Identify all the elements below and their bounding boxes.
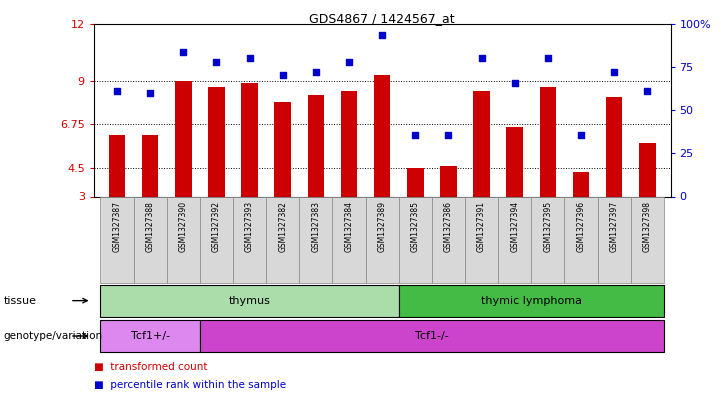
Text: thymic lymphoma: thymic lymphoma: [481, 296, 582, 306]
Point: [609, 68, 620, 75]
Point: [277, 72, 288, 79]
Bar: [366, 196, 399, 283]
Point: [575, 132, 587, 138]
Text: thymus: thymus: [229, 296, 270, 306]
Bar: [639, 143, 655, 196]
Bar: [308, 95, 324, 196]
Point: [144, 90, 156, 96]
Text: GDS4867 / 1424567_at: GDS4867 / 1424567_at: [309, 12, 455, 25]
Bar: [531, 196, 565, 283]
Text: GSM1327384: GSM1327384: [345, 201, 353, 252]
Bar: [498, 196, 531, 283]
Bar: [133, 196, 167, 283]
Text: GSM1327385: GSM1327385: [411, 201, 420, 252]
Bar: [266, 196, 299, 283]
Text: GSM1327383: GSM1327383: [311, 201, 320, 252]
Point: [542, 55, 554, 61]
Point: [443, 132, 454, 138]
Text: GSM1327393: GSM1327393: [245, 201, 254, 252]
Bar: [200, 196, 233, 283]
Point: [343, 59, 355, 65]
Bar: [631, 196, 664, 283]
Bar: [572, 171, 589, 196]
Point: [509, 80, 521, 86]
Bar: [565, 196, 598, 283]
Point: [211, 59, 222, 65]
Text: GSM1327386: GSM1327386: [444, 201, 453, 252]
Text: GSM1327388: GSM1327388: [146, 201, 154, 252]
Bar: [332, 196, 366, 283]
Text: GSM1327391: GSM1327391: [477, 201, 486, 252]
Bar: [299, 196, 332, 283]
Point: [177, 49, 189, 55]
Bar: [242, 83, 258, 196]
Bar: [606, 97, 622, 196]
Bar: [208, 87, 225, 196]
Bar: [233, 196, 266, 283]
Bar: [539, 87, 556, 196]
Bar: [200, 320, 664, 352]
Bar: [473, 91, 490, 196]
Bar: [109, 135, 125, 196]
Text: tissue: tissue: [4, 296, 37, 306]
Text: GSM1327398: GSM1327398: [643, 201, 652, 252]
Text: Tcf1+/-: Tcf1+/-: [131, 331, 169, 341]
Text: GSM1327382: GSM1327382: [278, 201, 287, 252]
Bar: [506, 127, 523, 196]
Point: [244, 55, 255, 61]
Point: [410, 132, 421, 138]
Point: [111, 88, 123, 94]
Bar: [275, 102, 291, 196]
Bar: [432, 196, 465, 283]
Text: GSM1327390: GSM1327390: [179, 201, 187, 252]
Text: genotype/variation: genotype/variation: [4, 331, 102, 341]
Bar: [465, 196, 498, 283]
Bar: [399, 285, 664, 317]
Text: GSM1327394: GSM1327394: [510, 201, 519, 252]
Point: [376, 32, 388, 38]
Text: GSM1327387: GSM1327387: [112, 201, 121, 252]
Point: [310, 68, 322, 75]
Text: ■  percentile rank within the sample: ■ percentile rank within the sample: [94, 380, 286, 390]
Bar: [407, 168, 423, 196]
Bar: [440, 166, 456, 196]
Text: Tcf1-/-: Tcf1-/-: [415, 331, 448, 341]
Point: [642, 88, 653, 94]
Bar: [341, 91, 358, 196]
Bar: [100, 320, 200, 352]
Bar: [374, 75, 390, 196]
Text: GSM1327396: GSM1327396: [577, 201, 585, 252]
Text: GSM1327389: GSM1327389: [378, 201, 386, 252]
Point: [476, 55, 487, 61]
Text: GSM1327392: GSM1327392: [212, 201, 221, 252]
Text: GSM1327395: GSM1327395: [544, 201, 552, 252]
Bar: [399, 196, 432, 283]
Bar: [175, 81, 192, 196]
Bar: [598, 196, 631, 283]
Bar: [100, 285, 399, 317]
Bar: [100, 196, 133, 283]
Bar: [142, 135, 159, 196]
Text: ■  transformed count: ■ transformed count: [94, 362, 207, 373]
Bar: [167, 196, 200, 283]
Text: GSM1327397: GSM1327397: [610, 201, 619, 252]
